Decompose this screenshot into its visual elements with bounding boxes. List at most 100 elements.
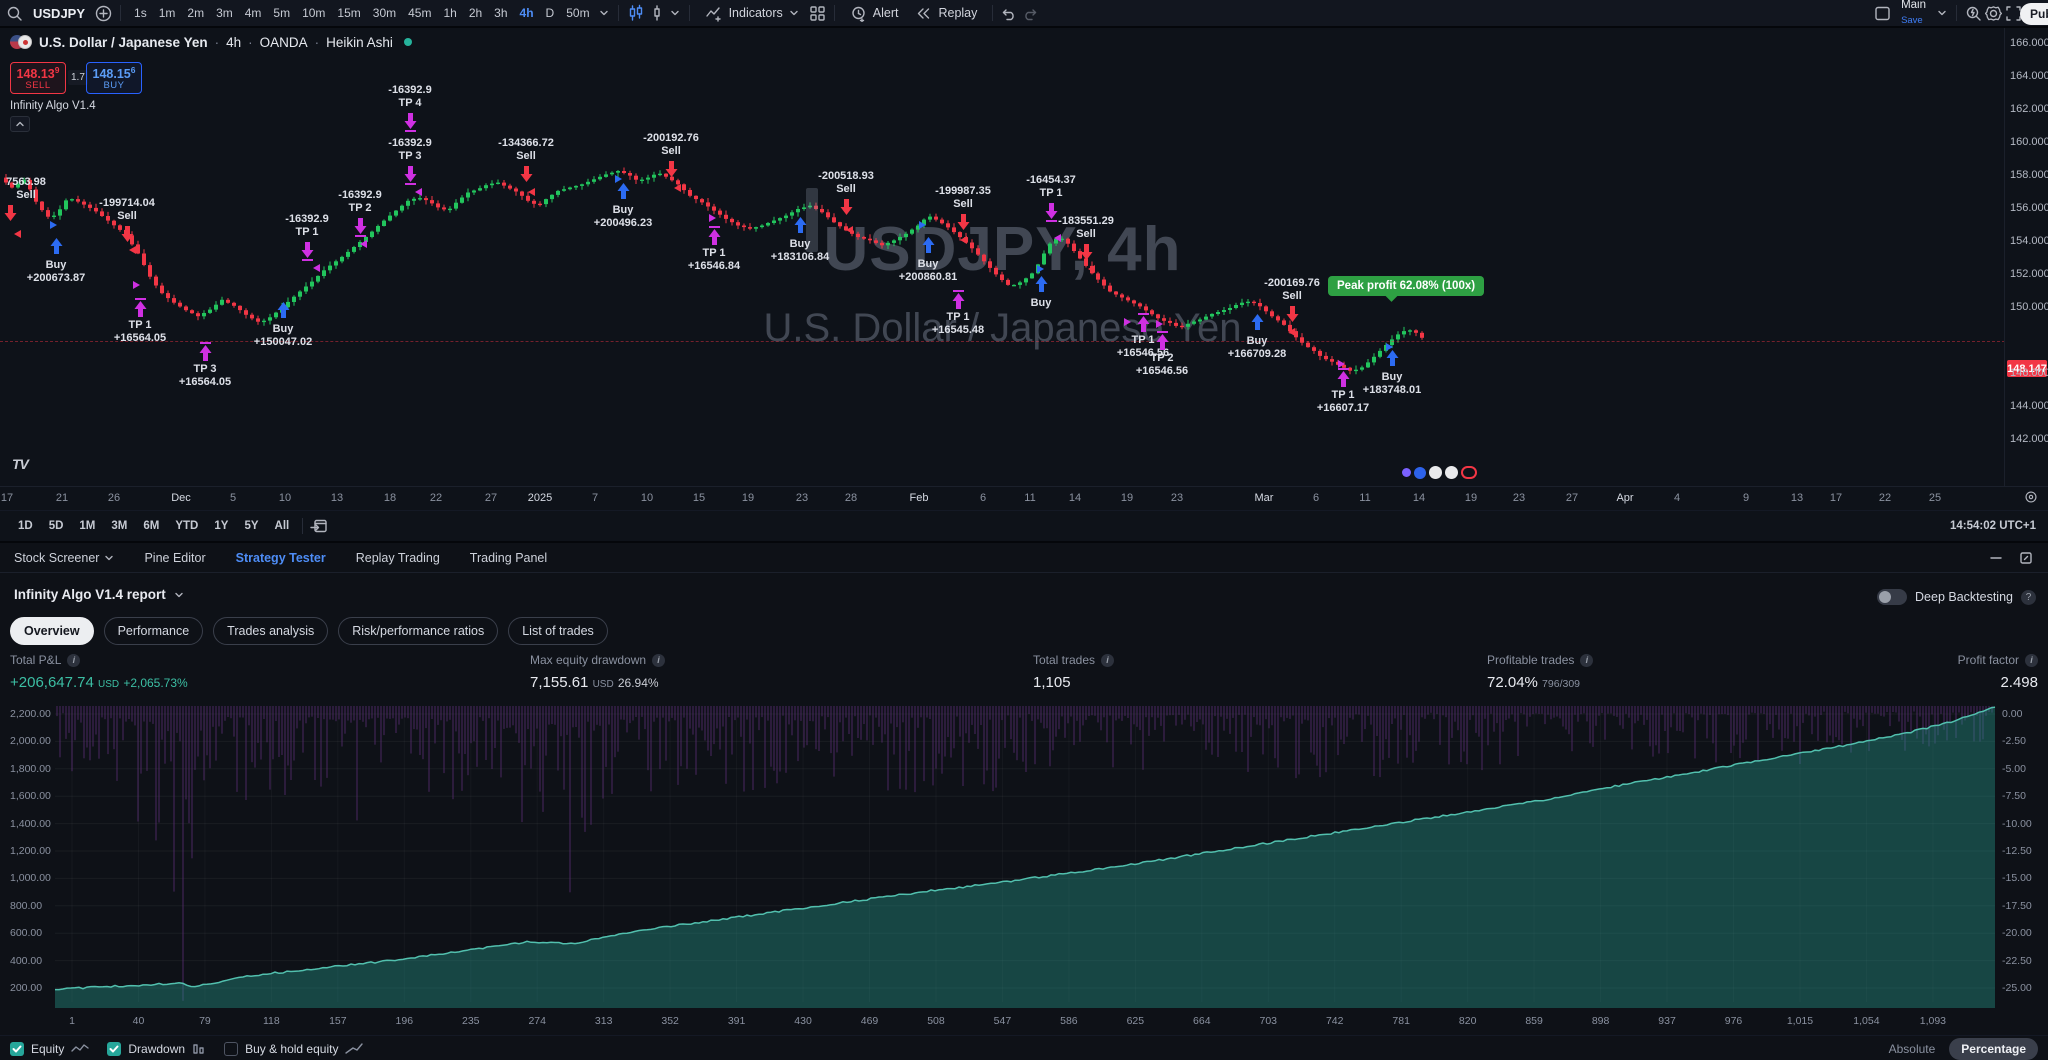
- timeframe-2h[interactable]: 2h: [468, 6, 483, 20]
- indicator-collapse-button[interactable]: [10, 116, 30, 132]
- absolute-button[interactable]: Absolute: [1888, 1042, 1936, 1056]
- settings-gear-icon[interactable]: [1985, 5, 2002, 22]
- clock[interactable]: 14:54:02 UTC+1: [1950, 520, 2036, 532]
- timeframe-30m[interactable]: 30m: [372, 6, 397, 20]
- add-symbol-icon[interactable]: [95, 5, 112, 22]
- event-face-icon[interactable]: [1445, 466, 1458, 479]
- drawdown-checkbox[interactable]: Drawdown: [107, 1042, 206, 1056]
- timeframe-50m[interactable]: 50m: [566, 6, 590, 20]
- timeframe-2m[interactable]: 2m: [187, 6, 205, 20]
- buy-hold-checkbox[interactable]: Buy & hold equity: [224, 1042, 364, 1056]
- range-1m[interactable]: 1M: [79, 520, 96, 532]
- panel-minimize-icon[interactable]: [1988, 550, 2004, 566]
- chart-type: Heikin Ashi: [326, 34, 393, 50]
- publish-button[interactable]: Publish: [2020, 3, 2048, 25]
- redo-icon[interactable]: [1021, 5, 1038, 22]
- buy-button[interactable]: 148.156 BUY: [86, 62, 142, 94]
- timeframe-10m[interactable]: 10m: [302, 6, 326, 20]
- range-1d[interactable]: 1D: [18, 520, 33, 532]
- timeframe-15m[interactable]: 15m: [337, 6, 361, 20]
- trade-markers-layer: 7563.98 Sell Buy +200673.87 -199714.04 Sell TP…: [0, 28, 2005, 486]
- time-axis-label: 7: [591, 492, 599, 504]
- range-all[interactable]: All: [274, 520, 290, 532]
- interval-chevron-icon[interactable]: [598, 7, 610, 19]
- deep-backtesting-toggle[interactable]: [1877, 589, 1908, 605]
- go-to-date-icon[interactable]: [310, 517, 328, 535]
- timeframe-D[interactable]: D: [545, 6, 555, 20]
- search-icon[interactable]: [6, 5, 23, 22]
- replay-button[interactable]: Replay: [908, 2, 984, 25]
- equity-chart-canvas[interactable]: [0, 702, 2048, 1012]
- time-axis[interactable]: 17 21 26 Dec 5 10 13 18 22 27 2025 7 10 15 19 23 28 Feb 6 1…: [0, 486, 2048, 511]
- equity-checkbox[interactable]: Equity: [10, 1042, 90, 1056]
- chart-style-icon[interactable]: [627, 4, 645, 22]
- info-icon[interactable]: i: [1101, 653, 1115, 667]
- tradingview-logo[interactable]: TV: [12, 456, 29, 472]
- info-icon[interactable]: i: [2025, 653, 2038, 667]
- layout-chevron-icon[interactable]: [1936, 7, 1948, 19]
- panel-expand-icon[interactable]: [2018, 550, 2034, 566]
- panel-tab-strategy-tester[interactable]: Strategy Tester: [235, 550, 326, 565]
- event-face-icon[interactable]: [1429, 466, 1442, 479]
- timeframe-45m[interactable]: 45m: [408, 6, 432, 20]
- undo-icon[interactable]: [1001, 5, 1018, 22]
- subtab-trades-analysis[interactable]: Trades analysis: [213, 617, 329, 645]
- symbol-header[interactable]: U.S. Dollar / Japanese Yen · 4h · OANDA …: [10, 34, 412, 50]
- panel-layout-icon[interactable]: [1874, 5, 1891, 22]
- quick-search-icon[interactable]: [1965, 5, 1982, 22]
- price-axis-label: 152.000: [2010, 268, 2048, 280]
- timeframe-1s[interactable]: 1s: [134, 6, 147, 20]
- style-chevron-icon[interactable]: [669, 7, 681, 19]
- range-ytd[interactable]: YTD: [175, 520, 199, 532]
- panel-tab-stock-screener[interactable]: Stock Screener: [14, 551, 114, 565]
- layout-save-button[interactable]: Main Save: [1901, 0, 1926, 26]
- time-axis-label: 4: [1673, 492, 1681, 504]
- panel-tab-trading-panel[interactable]: Trading Panel: [469, 550, 548, 565]
- timeframe-1h[interactable]: 1h: [443, 6, 457, 20]
- timeframe-3m[interactable]: 3m: [216, 6, 233, 20]
- event-pill-icon[interactable]: [1461, 466, 1477, 479]
- percentage-button[interactable]: Percentage: [1949, 1038, 2038, 1060]
- subtab-list-of-trades[interactable]: List of trades: [508, 617, 608, 645]
- symbol-button[interactable]: USDJPY: [33, 5, 86, 21]
- info-icon[interactable]: i: [652, 653, 666, 667]
- event-dot-icon[interactable]: [1414, 466, 1426, 479]
- report-selector[interactable]: Infinity Algo V1.4 report: [14, 587, 185, 602]
- timeframe-3h[interactable]: 3h: [494, 6, 508, 20]
- timeframe-1m[interactable]: 1m: [158, 6, 176, 20]
- symbol-title[interactable]: U.S. Dollar / Japanese Yen: [39, 34, 208, 50]
- divider: [1956, 5, 1957, 21]
- timeframe-4h[interactable]: 4h: [519, 6, 534, 20]
- layout-grid-icon[interactable]: [809, 5, 826, 22]
- divider: [992, 5, 994, 21]
- subtab-overview[interactable]: Overview: [10, 617, 94, 645]
- range-5d[interactable]: 5D: [48, 520, 64, 532]
- indicators-button[interactable]: Indicators: [698, 1, 806, 25]
- info-icon[interactable]: i: [67, 653, 81, 667]
- range-6m[interactable]: 6M: [143, 520, 160, 532]
- event-bubbles[interactable]: [1402, 466, 1477, 479]
- candlestick-canvas[interactable]: [0, 28, 2005, 486]
- price-chart-area[interactable]: USDJPY, 4h U.S. Dollar / Japanese Yen 75…: [0, 28, 2005, 486]
- panel-tab-pine-editor[interactable]: Pine Editor: [144, 550, 206, 565]
- timezone-gear-icon[interactable]: [2024, 490, 2038, 504]
- price-axis[interactable]: 148.147 166.000 164.000 162.000 160.000 158.…: [2004, 28, 2048, 486]
- range-5y[interactable]: 5Y: [244, 520, 259, 532]
- timeframe-5m[interactable]: 5m: [273, 6, 291, 20]
- sell-button[interactable]: 148.139 SELL: [10, 62, 66, 94]
- trade-marker-label: Buy +183748.01: [1362, 371, 1422, 396]
- symbol-interval[interactable]: 4h: [226, 34, 242, 50]
- help-icon[interactable]: ?: [2021, 589, 2036, 605]
- info-icon[interactable]: i: [1580, 653, 1594, 667]
- timeframe-4m[interactable]: 4m: [244, 6, 262, 20]
- subtab-risk-performance-ratios[interactable]: Risk/performance ratios: [338, 617, 499, 645]
- indicator-name[interactable]: Infinity Algo V1.4: [10, 100, 96, 112]
- panel-tab-replay-trading[interactable]: Replay Trading: [355, 550, 440, 565]
- range-3m[interactable]: 3M: [111, 520, 128, 532]
- alert-button[interactable]: Alert: [843, 2, 906, 25]
- chart-style-menu-icon[interactable]: [648, 4, 666, 22]
- trade-marker-label: TP 2 +16546.56: [1135, 352, 1189, 377]
- event-dot-icon[interactable]: [1402, 468, 1411, 477]
- subtab-performance[interactable]: Performance: [103, 617, 204, 645]
- range-1y[interactable]: 1Y: [214, 520, 229, 532]
